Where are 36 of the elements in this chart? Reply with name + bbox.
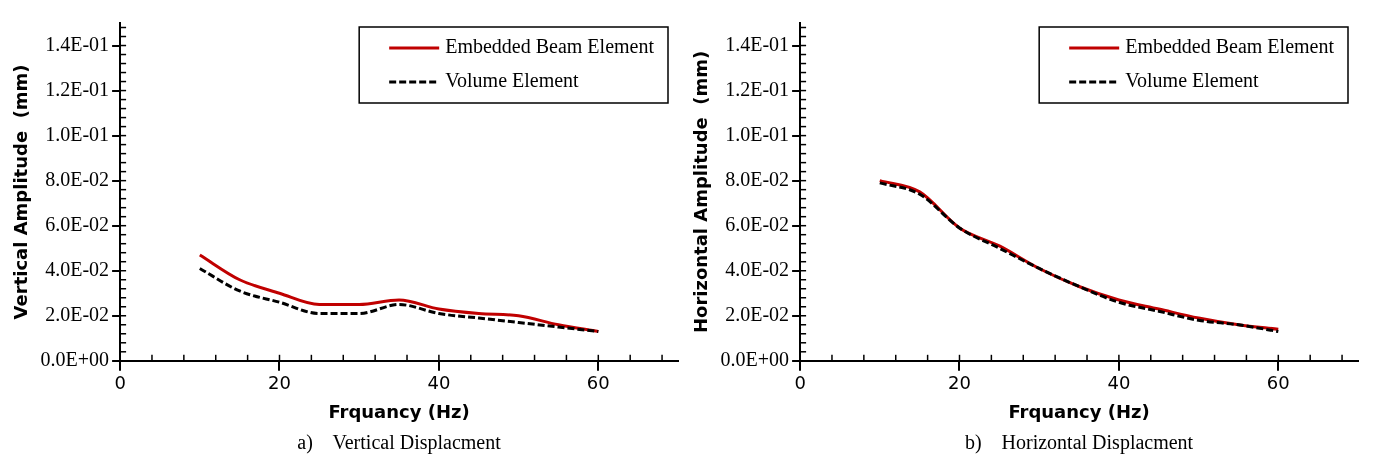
line-series — [198, 253, 600, 334]
y-tick-label: 1.4E-01 — [45, 32, 110, 55]
text: a) Vertical Displacment — [297, 431, 502, 455]
legend-label: Volume Element — [1125, 69, 1260, 92]
x-tick-label: 0 — [794, 372, 806, 394]
x-axis-title: Frquancy (Hz) — [1008, 400, 1150, 422]
y-tick-label: 0.0E+00 — [720, 348, 790, 371]
y-tick-label: 0.0E+00 — [40, 348, 110, 371]
y-tick-label: 8.0E-02 — [45, 167, 110, 190]
line-series — [198, 266, 600, 334]
x-axis-title: Frquancy (Hz) — [328, 400, 470, 422]
y-tick-label: 1.4E-01 — [725, 32, 790, 55]
y-tick-label: 1.0E-01 — [725, 122, 790, 145]
y-axis-title: Horizontal Amplitude (mm) — [690, 50, 712, 334]
y-tick-label: 6.0E-02 — [725, 212, 790, 235]
y-tick-label: 6.0E-02 — [45, 212, 110, 235]
text: b) Horizontal Displacment — [964, 431, 1194, 455]
y-axis-title: Vertical Amplitude (mm) — [10, 64, 32, 320]
y-tick-label: 1.2E-01 — [45, 77, 110, 100]
y-tick-label: 4.0E-02 — [45, 257, 110, 280]
y-tick-label: 2.0E-02 — [725, 303, 790, 326]
y-tick-label: 2.0E-02 — [45, 303, 110, 326]
x-tick-label: 0 — [114, 372, 126, 394]
x-tick-label: 40 — [1107, 372, 1131, 394]
x-tick-label: 60 — [1266, 372, 1290, 394]
y-tick-label: 4.0E-02 — [725, 257, 790, 280]
legend-label: Volume Element — [445, 69, 580, 92]
x-tick-label: 60 — [586, 372, 610, 394]
x-tick-label: 20 — [948, 372, 971, 394]
legend-label: Embedded Beam Element — [445, 35, 655, 58]
y-tick-label: 1.0E-01 — [45, 122, 110, 145]
legend-label: Embedded Beam Element — [1125, 35, 1335, 58]
y-tick-label: 8.0E-02 — [725, 167, 790, 190]
x-tick-label: 20 — [268, 372, 291, 394]
x-tick-label: 40 — [427, 372, 451, 394]
y-tick-label: 1.2E-01 — [725, 77, 790, 100]
